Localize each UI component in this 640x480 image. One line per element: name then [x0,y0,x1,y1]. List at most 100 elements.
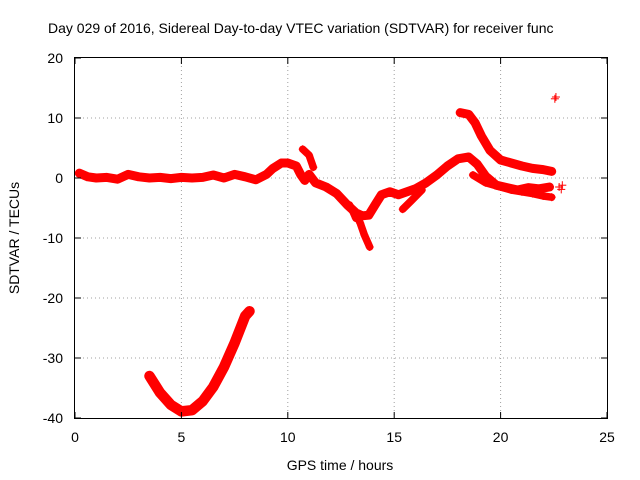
data-point [145,372,154,380]
x-tick-label: 10 [280,429,296,445]
y-tick-label: -10 [43,230,63,246]
data-point [539,165,548,174]
data-point [422,178,431,187]
data-point [283,159,292,167]
data-point [145,174,154,182]
data-point [468,171,477,179]
data-point [528,189,537,198]
data-point [351,214,360,223]
series-trace-main [74,152,554,221]
data-point [481,178,490,187]
data-point [298,145,307,154]
data-point [360,231,369,239]
data-point [547,167,556,176]
data-point [102,173,111,182]
data-point [539,192,548,200]
data-point [166,174,175,183]
data-point [188,174,197,182]
data-point [83,172,92,181]
data-point [385,187,394,196]
data-point [402,187,411,196]
data-point [292,162,301,170]
data-point [517,162,526,170]
data-point [528,164,537,173]
data-point [507,186,516,194]
data-point [134,172,143,181]
plot-frame [74,57,608,419]
data-point [230,170,239,179]
plot-area [74,93,567,417]
data-point [471,118,480,127]
x-axis-label: GPS time / hours [287,457,394,473]
data-point [496,156,505,164]
data-point [456,108,465,117]
data-point [322,183,331,191]
y-tick-label: 0 [55,170,63,186]
data-point [262,170,271,179]
data-point [545,183,554,191]
data-point [305,170,314,179]
y-tick-label: 20 [47,50,63,66]
x-tick-label: 15 [386,429,402,445]
data-point [332,189,341,198]
x-tick-label: 20 [493,429,509,445]
data-point [517,187,526,196]
outlier-point [557,185,566,194]
data-point [209,382,218,391]
data-point [296,170,305,179]
grid-lines [75,58,607,418]
data-point [477,132,486,140]
data-point [241,312,250,320]
data-point [364,211,373,220]
data-point [417,186,426,194]
data-point [371,201,380,209]
outlier-point [551,93,560,101]
data-point [268,164,277,173]
data-point [443,162,452,170]
data-point [394,190,403,199]
y-tick-label: -40 [43,410,63,426]
data-point [348,207,357,215]
y-tick-label: -20 [43,290,63,306]
data-point [473,160,482,169]
data-point [454,154,463,163]
data-point [464,153,473,161]
data-point [219,363,228,371]
data-point [398,205,407,214]
data-point [198,173,207,182]
x-tick-label: 0 [71,429,79,445]
data-point [241,172,250,181]
chart-title: Day 029 of 2016, Sidereal Day-to-day VTE… [48,20,554,36]
data-point [464,110,473,119]
data-point [230,339,239,347]
x-tick-label: 25 [599,429,615,445]
data-point [166,400,175,409]
data-point [251,175,260,184]
data-point [92,174,101,182]
data-point [219,174,228,182]
data-point [365,243,374,251]
data-point [305,151,314,160]
y-tick-label: -30 [43,350,63,366]
data-point [547,193,556,202]
data-point [124,170,133,179]
y-axis-label: SDTVAR / TECUs [6,182,22,294]
data-point [156,388,165,397]
data-point [113,175,122,184]
data-point [345,201,354,209]
data-point [377,190,386,199]
y-tick-label: 10 [47,110,63,126]
series-trace-negative [144,305,255,417]
data-point [407,196,416,205]
data-point [188,406,197,415]
data-point [507,159,516,167]
axis-ticks: 0 5 10 15 20 25 -40 -30 -20 -10 0 10 20 [43,50,615,445]
x-tick-label: 5 [178,429,186,445]
data-point [156,173,165,182]
data-point [496,183,505,191]
outlier-point [558,181,567,190]
data-point [309,163,318,172]
data-point [300,176,309,185]
data-point [311,178,320,187]
